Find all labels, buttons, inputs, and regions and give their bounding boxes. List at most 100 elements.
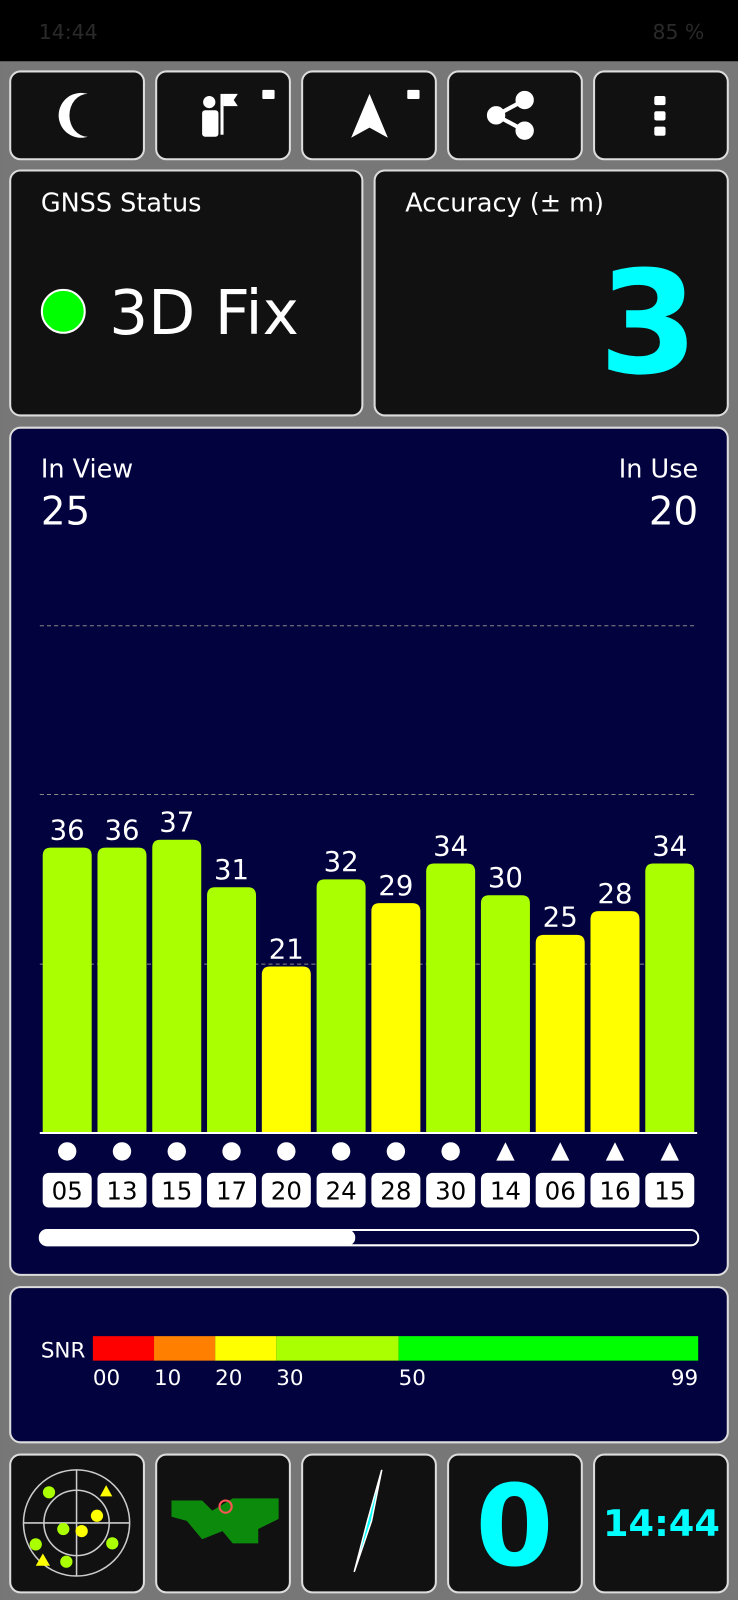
fix-indicator xyxy=(40,288,86,334)
prn-box xyxy=(371,1172,421,1208)
constellation-marker xyxy=(112,1142,132,1161)
bar-label: 32 xyxy=(324,846,359,878)
in-view-label: In View xyxy=(41,455,133,485)
x-tick-label: 06 xyxy=(545,1176,576,1205)
bar xyxy=(207,887,257,1134)
legend-tick-label: 20 xyxy=(215,1366,242,1391)
sky-dots xyxy=(29,1485,119,1568)
bar xyxy=(480,895,530,1134)
bar xyxy=(261,966,311,1134)
x-tick-label: 15 xyxy=(161,1176,192,1205)
x-tick-label: 30 xyxy=(435,1176,466,1205)
share-icon xyxy=(486,90,534,140)
status-bar xyxy=(0,0,738,62)
constellation-marker xyxy=(277,1142,296,1161)
constellation-marker xyxy=(58,1142,77,1161)
prn-box xyxy=(97,1172,147,1208)
bearing-value: 0 xyxy=(475,1462,553,1592)
prn-box xyxy=(152,1172,202,1208)
person-flag-icon xyxy=(202,89,275,137)
legend-tick-label: 10 xyxy=(154,1366,181,1391)
legend-tick-label: 99 xyxy=(671,1366,698,1391)
night-mode-button[interactable] xyxy=(9,70,145,161)
legend-tick-label: 30 xyxy=(276,1366,303,1391)
location-pin xyxy=(218,1499,233,1514)
constellation-marker xyxy=(551,1142,570,1161)
panel-title: GNSS Status xyxy=(41,188,202,218)
constellation-marker xyxy=(496,1142,515,1161)
bar-label: 34 xyxy=(652,830,687,862)
prn-box xyxy=(426,1172,476,1208)
fix-status: 3D Fix xyxy=(109,278,299,349)
bar xyxy=(645,863,695,1134)
status-time: 14:44 xyxy=(39,20,98,44)
arrow-icon xyxy=(351,93,388,138)
bar-label: 37 xyxy=(159,807,194,839)
x-tick-label: 14 xyxy=(490,1176,521,1205)
moon-icon xyxy=(58,92,88,138)
panel-title: Accuracy (± m) xyxy=(405,188,604,218)
constellation-marker xyxy=(167,1142,186,1161)
scrollbar-thumb[interactable] xyxy=(39,1229,356,1246)
bar-label: 36 xyxy=(104,814,139,846)
legend-tick-label: 00 xyxy=(93,1366,120,1391)
legend-segment xyxy=(154,1336,216,1361)
bearing-button[interactable] xyxy=(447,1453,583,1594)
bar xyxy=(316,879,366,1134)
sky-view-icon xyxy=(22,1469,131,1577)
in-use-value: 20 xyxy=(649,490,698,535)
prn-box xyxy=(316,1172,366,1208)
legend-segment xyxy=(398,1336,699,1361)
prn-box xyxy=(535,1172,585,1208)
bar xyxy=(426,863,476,1134)
legend-segment xyxy=(215,1336,277,1361)
clock: 14:44 xyxy=(603,1502,720,1545)
gnss-status-panel xyxy=(9,169,364,417)
bar xyxy=(535,934,585,1134)
compass-needle xyxy=(353,1469,383,1573)
bar-label: 21 xyxy=(269,933,304,965)
share-button[interactable] xyxy=(447,70,583,161)
accuracy-panel xyxy=(373,169,729,417)
x-tick-label: 17 xyxy=(216,1176,247,1205)
constellation-marker xyxy=(441,1142,460,1161)
constellation-marker xyxy=(605,1142,625,1161)
bar-label: 31 xyxy=(214,854,249,886)
menu-icon xyxy=(654,95,666,136)
prn-box xyxy=(480,1172,530,1208)
bottom-bar: 0 14:44 xyxy=(9,1453,729,1594)
snr-legend-panel xyxy=(9,1286,729,1444)
prn-box xyxy=(261,1172,311,1208)
x-tick-label: 20 xyxy=(271,1176,302,1205)
toolbar xyxy=(9,70,729,161)
bar-label: 30 xyxy=(488,862,523,894)
constellation-marker xyxy=(331,1142,351,1161)
snr-chart: 36 05 36 13 37 15 31 17 21 20 32 24 29 28 34 30 30 14 25 06… xyxy=(39,625,698,1208)
clock-button[interactable] xyxy=(593,1453,729,1594)
prn-box xyxy=(207,1172,257,1208)
prn-box xyxy=(590,1172,640,1208)
x-tick-label: 15 xyxy=(654,1176,685,1205)
legend-segment xyxy=(276,1336,399,1361)
x-tick-label: 16 xyxy=(599,1176,630,1205)
prn-box xyxy=(645,1172,695,1208)
constellation-marker xyxy=(386,1142,406,1161)
legend-label: SNR xyxy=(41,1339,86,1364)
bar-label: 36 xyxy=(50,814,85,846)
bar-label: 25 xyxy=(543,902,578,934)
bar xyxy=(42,847,92,1134)
legend-segment xyxy=(92,1336,155,1361)
in-use-label: In Use xyxy=(619,455,698,485)
constellation-marker xyxy=(660,1142,679,1161)
bar-label: 29 xyxy=(378,870,413,902)
world-map-icon xyxy=(171,1498,279,1544)
bar xyxy=(152,839,202,1134)
bar xyxy=(97,847,147,1134)
x-tick-label: 13 xyxy=(106,1176,137,1205)
bar xyxy=(590,911,640,1134)
x-tick-label: 28 xyxy=(380,1176,411,1205)
bar-label: 34 xyxy=(433,830,468,862)
lock-icon xyxy=(407,89,420,100)
snr-legend: 00 10 20 30 50 99 xyxy=(92,1336,699,1391)
